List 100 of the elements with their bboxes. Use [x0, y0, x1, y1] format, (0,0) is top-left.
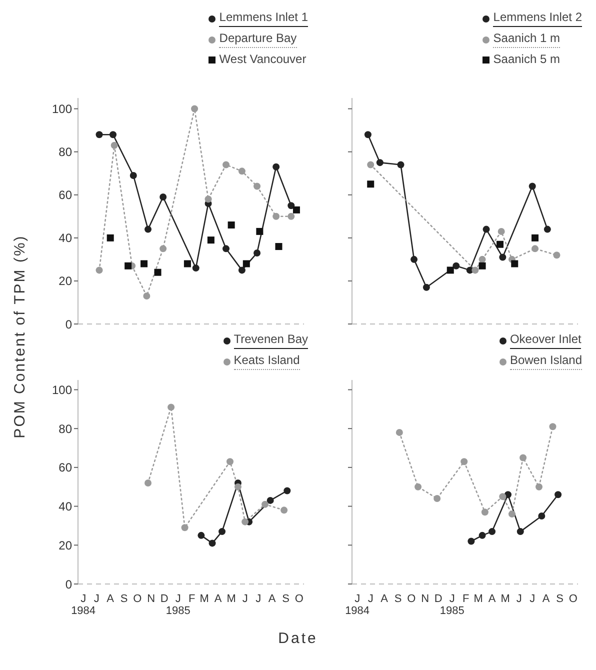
point — [414, 483, 422, 490]
legend-label: Keats Island — [234, 353, 300, 370]
point — [106, 234, 114, 242]
x-tick-label: A — [380, 593, 389, 605]
point — [96, 131, 103, 138]
x-tick-label: S — [556, 593, 564, 605]
y-tick-label: 0 — [65, 577, 72, 592]
point — [528, 182, 536, 190]
point — [208, 540, 216, 547]
point — [238, 266, 246, 274]
point — [532, 234, 539, 242]
point — [520, 454, 527, 462]
point — [536, 483, 543, 490]
point — [472, 266, 479, 274]
point — [191, 105, 198, 112]
legend-label: Okeover Inlet — [510, 332, 582, 349]
y-tick-label: 100 — [52, 382, 72, 397]
x-tick-label: N — [147, 593, 156, 605]
point — [124, 262, 132, 270]
point — [544, 226, 551, 233]
point — [396, 428, 403, 436]
point — [160, 245, 167, 252]
point — [478, 262, 486, 270]
x-tick-label: A — [268, 593, 276, 605]
point — [288, 202, 295, 210]
point — [242, 518, 249, 526]
point — [238, 168, 246, 175]
point — [538, 512, 546, 520]
point — [198, 532, 205, 539]
x-tick-label: F — [462, 593, 470, 605]
point — [192, 264, 200, 272]
point — [262, 500, 269, 508]
point — [168, 404, 175, 411]
point — [468, 538, 475, 545]
point — [110, 142, 118, 149]
x-tick-label: M — [200, 593, 209, 605]
point — [532, 245, 539, 252]
x-tick-label: J 1984 — [71, 593, 96, 617]
point — [154, 268, 162, 276]
legend-label: Trevenen Bay — [234, 332, 308, 349]
point — [204, 196, 212, 203]
point — [397, 161, 404, 168]
point — [496, 240, 504, 248]
point — [481, 508, 488, 516]
x-tick-label: S — [394, 593, 402, 605]
point — [207, 236, 214, 244]
y-tick-label: 40 — [58, 231, 72, 246]
point — [284, 487, 291, 494]
x-tick-label: D — [160, 593, 168, 605]
x-tick-label: S — [120, 593, 128, 605]
x-tick-label: A — [488, 593, 496, 605]
x-axis-title: Date — [277, 630, 319, 647]
point — [367, 161, 374, 168]
point — [272, 163, 280, 170]
x-tick-label: F — [188, 593, 196, 605]
point — [96, 266, 103, 274]
y-tick-label: 40 — [58, 500, 72, 514]
point — [222, 245, 230, 252]
point — [275, 243, 282, 250]
x-tick-label: J — [516, 593, 522, 605]
x-tick-label: D — [434, 593, 442, 605]
point — [292, 206, 300, 214]
x-tick-label: M — [474, 593, 483, 605]
point — [160, 194, 167, 201]
point — [446, 266, 454, 274]
y-tick-label: 100 — [52, 102, 72, 116]
point — [434, 495, 441, 502]
legend-label: Departure Bay — [219, 31, 297, 48]
point — [410, 256, 418, 263]
point — [254, 249, 261, 256]
point — [549, 423, 556, 430]
point — [222, 161, 230, 168]
point — [499, 254, 506, 261]
x-tick-label: O — [407, 593, 416, 605]
x-tick-label: J — [242, 593, 248, 605]
x-tick-label: A — [106, 593, 115, 605]
legend-label: Lemmens Inlet 1 — [219, 10, 308, 27]
point — [144, 479, 152, 486]
x-tick-label: A — [542, 593, 550, 605]
point — [242, 260, 250, 268]
legend-label: Saanich 5 m — [493, 52, 560, 68]
x-tick-label: O — [294, 593, 304, 605]
point — [504, 491, 512, 498]
y-tick-label: 20 — [58, 538, 72, 552]
point — [218, 528, 226, 536]
y-tick-label: 60 — [58, 188, 72, 202]
y-tick-label: 0 — [65, 317, 72, 332]
y-tick-label: 60 — [58, 460, 72, 475]
point — [256, 228, 264, 235]
point — [288, 212, 295, 220]
legend-label: West Vancouver — [219, 52, 306, 68]
point — [367, 180, 374, 188]
y-axis-title: POM Content of TPM (%) — [12, 234, 28, 440]
point — [143, 292, 150, 300]
x-tick-label: O — [568, 593, 578, 605]
point — [226, 458, 234, 466]
x-tick-label: J — [256, 593, 262, 605]
point — [478, 256, 486, 263]
point — [184, 260, 191, 268]
point — [254, 182, 261, 190]
